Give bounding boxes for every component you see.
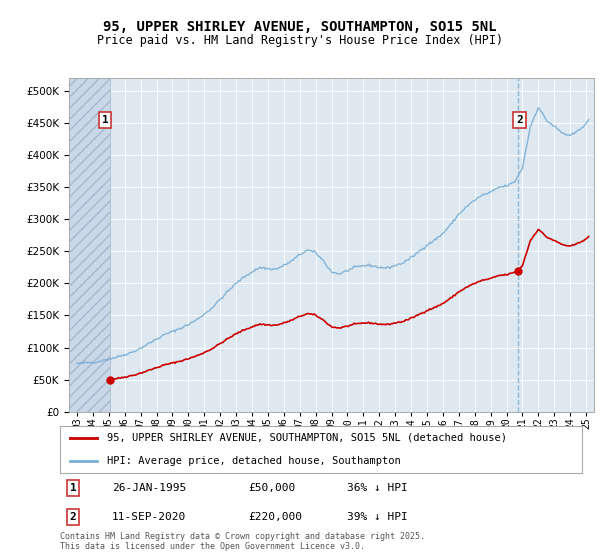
Text: 36% ↓ HPI: 36% ↓ HPI — [347, 483, 408, 493]
Text: 11-SEP-2020: 11-SEP-2020 — [112, 512, 187, 522]
Text: 2: 2 — [516, 115, 523, 125]
Text: 26-JAN-1995: 26-JAN-1995 — [112, 483, 187, 493]
Text: 39% ↓ HPI: 39% ↓ HPI — [347, 512, 408, 522]
Text: HPI: Average price, detached house, Southampton: HPI: Average price, detached house, Sout… — [107, 456, 401, 466]
Text: 95, UPPER SHIRLEY AVENUE, SOUTHAMPTON, SO15 5NL: 95, UPPER SHIRLEY AVENUE, SOUTHAMPTON, S… — [103, 20, 497, 34]
Text: 95, UPPER SHIRLEY AVENUE, SOUTHAMPTON, SO15 5NL (detached house): 95, UPPER SHIRLEY AVENUE, SOUTHAMPTON, S… — [107, 432, 507, 442]
Text: £50,000: £50,000 — [248, 483, 295, 493]
Text: 2: 2 — [70, 512, 76, 522]
Text: 1: 1 — [102, 115, 109, 125]
Text: Contains HM Land Registry data © Crown copyright and database right 2025.
This d: Contains HM Land Registry data © Crown c… — [60, 532, 425, 552]
Bar — [69, 78, 110, 412]
Text: Price paid vs. HM Land Registry's House Price Index (HPI): Price paid vs. HM Land Registry's House … — [97, 34, 503, 46]
Text: £220,000: £220,000 — [248, 512, 302, 522]
Text: 1: 1 — [70, 483, 76, 493]
